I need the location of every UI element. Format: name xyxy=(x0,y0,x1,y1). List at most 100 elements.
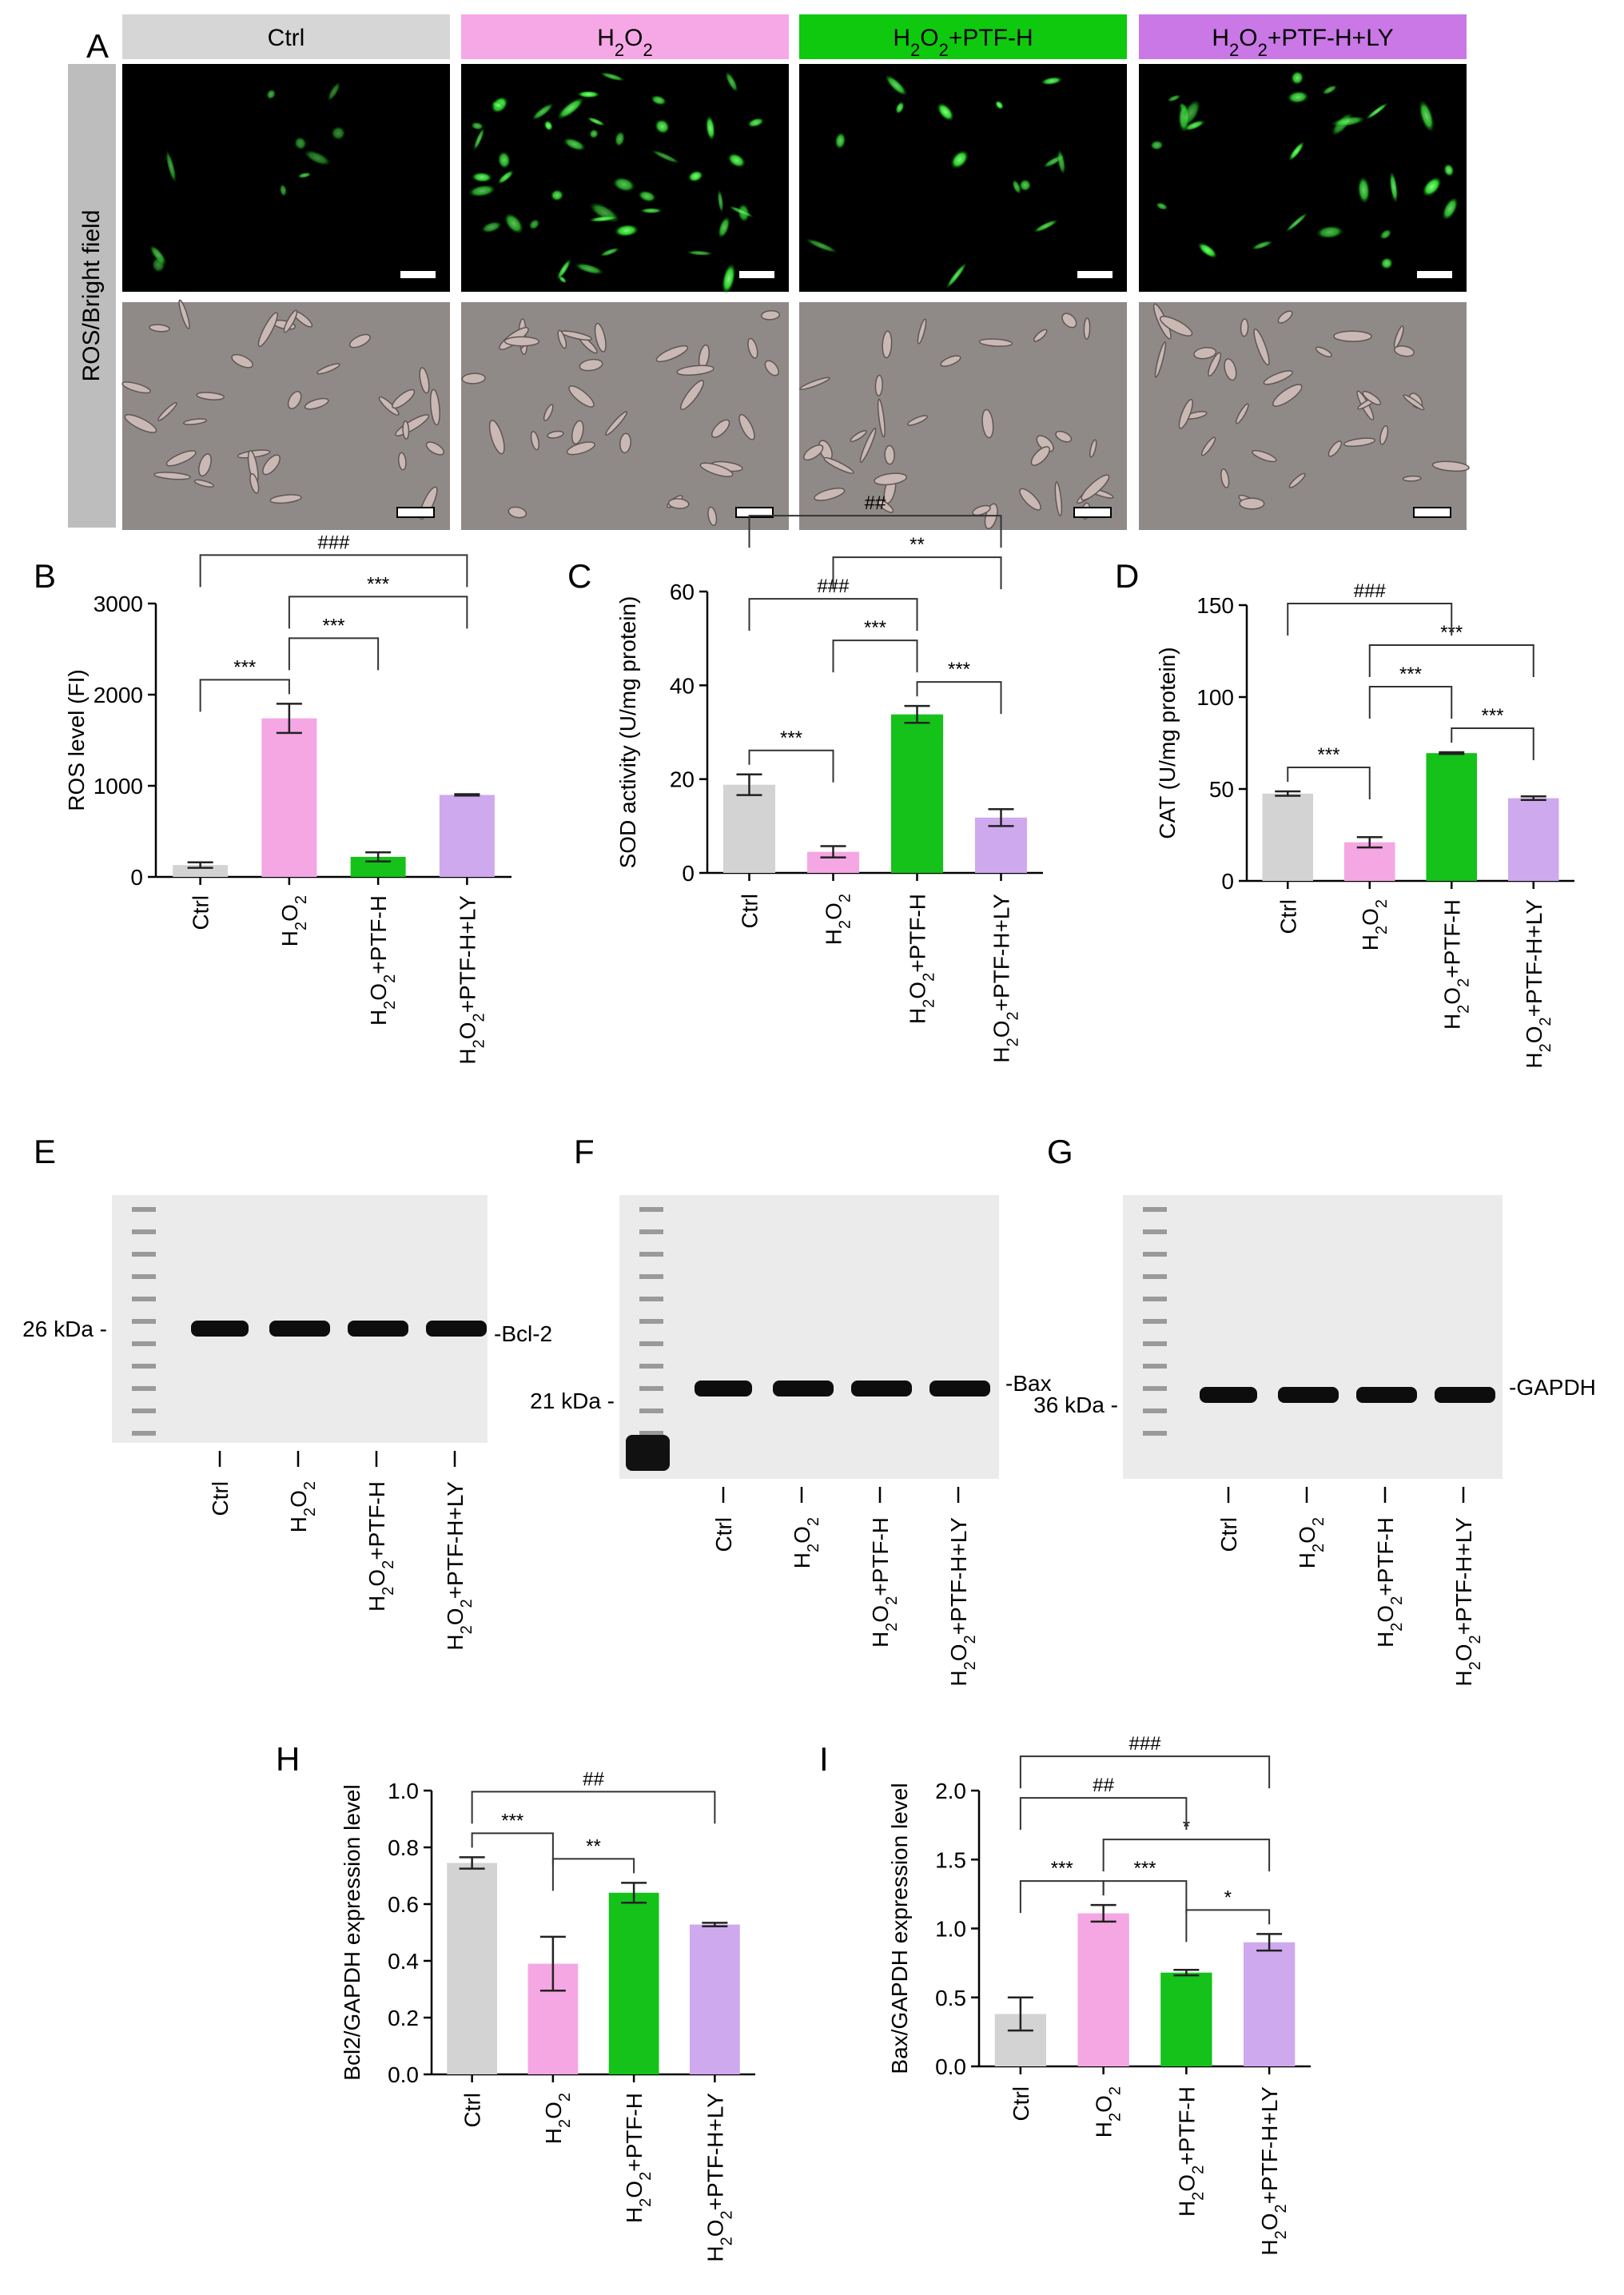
x-tick-label: H2O2+PTF-H+LY xyxy=(703,2093,735,2262)
significance-bracket xyxy=(471,1791,716,1824)
fluorescent-cell xyxy=(1150,140,1164,150)
ladder-band xyxy=(1143,1207,1167,1212)
cell-outline xyxy=(605,411,628,436)
fluorescent-cell xyxy=(725,71,738,93)
x-tick-label: H2O2+PTF-H xyxy=(622,2093,655,2223)
significance-label: ** xyxy=(910,534,925,556)
bar-2 xyxy=(608,1892,659,2074)
fluorescent-cell xyxy=(945,262,967,289)
y-tick-label: 100 xyxy=(1196,685,1234,710)
panel-letter-a: A xyxy=(86,27,109,65)
ladder-band xyxy=(132,1207,156,1212)
cell-outline xyxy=(1362,390,1382,405)
bar-2 xyxy=(1426,753,1478,881)
fluorescent-cell xyxy=(1197,242,1218,259)
cell-outline xyxy=(940,355,961,367)
cell-outline xyxy=(710,419,730,438)
cell-outline xyxy=(1263,370,1293,385)
significance-label: *** xyxy=(948,659,970,680)
fluorescent-cell xyxy=(1357,176,1371,204)
fluorescent-cell xyxy=(728,205,754,218)
cell-outline xyxy=(676,365,714,377)
ladder-band xyxy=(639,1274,663,1279)
cell-outline xyxy=(859,428,877,464)
cell-outline xyxy=(764,360,779,377)
fluorescent-cell xyxy=(687,170,703,182)
fluorescent-cell xyxy=(471,172,493,183)
ladder-band xyxy=(132,1431,156,1436)
ladder-blob xyxy=(626,1435,670,1471)
header-bar-2 xyxy=(799,14,1127,59)
cell-outline xyxy=(699,462,734,477)
fluorescent-cell xyxy=(528,218,540,230)
significance-label: *** xyxy=(322,615,344,636)
fluorescent-cell xyxy=(556,258,571,281)
fluorescent-cell xyxy=(1167,94,1181,102)
significance-label: ## xyxy=(583,1768,604,1790)
cell-outline xyxy=(823,456,854,474)
lane-label: H2O2 xyxy=(790,1517,822,1568)
cell-outline xyxy=(504,336,540,347)
fluorescent-cell xyxy=(1389,171,1399,204)
cell-outline xyxy=(1061,313,1077,329)
y-tick-label: 20 xyxy=(670,767,695,792)
significance-bracket xyxy=(199,679,290,712)
fluorescent-cell xyxy=(722,263,736,294)
cell-outline xyxy=(1402,475,1422,482)
ladder-band xyxy=(1143,1386,1167,1391)
significance-bracket xyxy=(1287,766,1371,799)
cell-outline xyxy=(907,415,928,426)
cell-outline xyxy=(269,494,302,504)
bar-0 xyxy=(447,1863,498,2074)
cell-outline xyxy=(348,333,371,349)
fluorescent-cell xyxy=(727,153,746,168)
cell-outline xyxy=(304,397,329,410)
fluorescent-cell xyxy=(885,74,908,97)
cell-outline xyxy=(877,398,886,438)
fluorescent-cell xyxy=(1287,90,1309,104)
cell-outline xyxy=(850,430,867,443)
cell-outline xyxy=(1154,341,1167,378)
y-tick-label: 1000 xyxy=(94,774,143,799)
x-tick-label: Ctrl xyxy=(738,894,762,929)
significance-bracket xyxy=(748,598,918,632)
y-tick-label: 0 xyxy=(130,865,143,890)
cell-outline xyxy=(571,420,584,445)
protein-band xyxy=(1200,1387,1257,1403)
fluorescent-cell xyxy=(1057,149,1066,175)
cell-outline xyxy=(249,472,260,494)
fluorescent-cell xyxy=(1156,201,1168,210)
fluorescent-cell xyxy=(497,169,514,185)
header-bar-3 xyxy=(1139,14,1467,59)
bar-2 xyxy=(890,714,944,873)
fluorescent-cell xyxy=(1443,163,1455,177)
fluorescent-cell xyxy=(1285,212,1308,233)
scale-bar xyxy=(1073,507,1112,518)
x-tick-label: H2O2+PTF-H xyxy=(1174,2086,1207,2217)
cell-outline xyxy=(121,381,151,394)
bar-0 xyxy=(1262,793,1314,881)
cell-outline xyxy=(488,420,505,455)
fluorescent-cell xyxy=(1380,257,1393,269)
significance-label: ## xyxy=(1093,1775,1114,1796)
ladder-band xyxy=(1143,1274,1167,1279)
cell-outline xyxy=(884,444,895,465)
protein-band xyxy=(426,1321,487,1337)
significance-bracket xyxy=(471,1832,554,1866)
ladder-band xyxy=(132,1319,156,1324)
y-tick-label: 2000 xyxy=(94,683,143,707)
fluorescent-cell xyxy=(1422,177,1442,197)
fluorescent-cell xyxy=(995,100,1004,110)
x-tick-label: H2O2+PTF-H xyxy=(1439,899,1472,1030)
fluorescent-cell xyxy=(1041,77,1063,86)
ladder-band xyxy=(1143,1252,1167,1257)
y-tick-label: 0.4 xyxy=(388,1949,419,1974)
cell-outline xyxy=(508,506,527,519)
cell-outline xyxy=(1159,316,1193,337)
panel-letter-b: B xyxy=(34,557,56,595)
y-axis-label: Bax/GAPDH expression level xyxy=(887,1783,912,2074)
cell-outline xyxy=(530,430,540,451)
y-tick-label: 2.0 xyxy=(935,1779,966,1803)
cell-outline xyxy=(283,309,298,333)
scale-bar xyxy=(1417,271,1452,278)
